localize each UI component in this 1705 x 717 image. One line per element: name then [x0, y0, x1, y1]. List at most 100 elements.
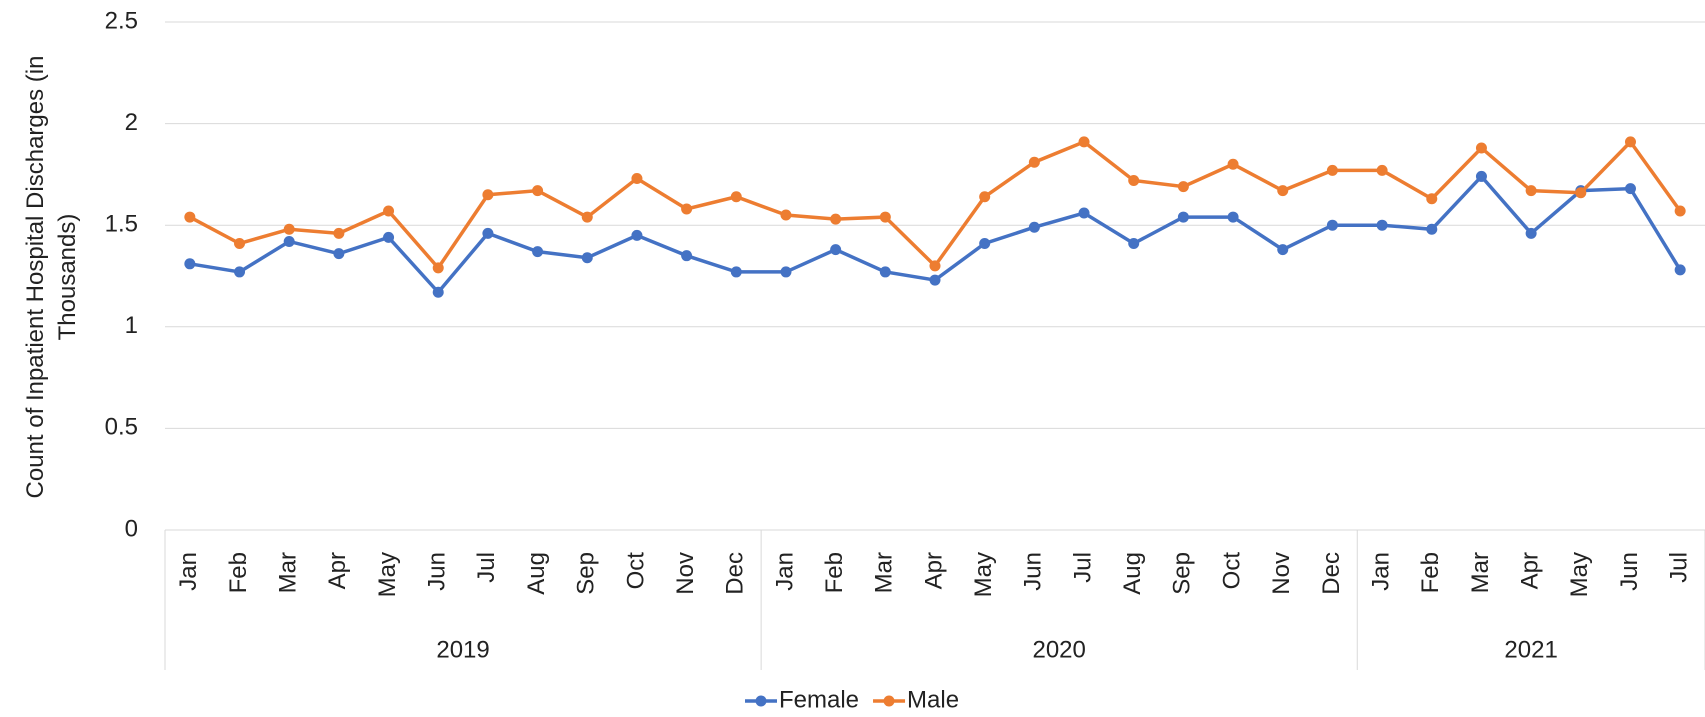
- point: [1277, 185, 1289, 197]
- point: [1277, 244, 1289, 256]
- point: [432, 286, 444, 298]
- point: [1674, 205, 1686, 217]
- y-axis-title: Count of Inpatient Hospital Discharges (…: [22, 55, 81, 499]
- x-tick-label: Jan: [175, 552, 202, 591]
- x-tick-label: Sep: [1169, 552, 1196, 595]
- point: [283, 223, 295, 235]
- group-label: 2020: [1032, 636, 1085, 663]
- point: [830, 244, 842, 256]
- point: [1525, 227, 1537, 239]
- x-tick-label: Aug: [1119, 552, 1146, 595]
- x-tick-label: Oct: [1218, 552, 1245, 590]
- y-tick-label: 1: [125, 312, 138, 339]
- x-tick-label: May: [1566, 552, 1593, 597]
- x-tick-label: Jun: [424, 552, 451, 591]
- x-tick-label: Jul: [1666, 552, 1693, 583]
- point: [1078, 207, 1090, 219]
- y-tick-label: 0.5: [105, 414, 138, 441]
- point: [283, 235, 295, 247]
- point: [1624, 183, 1636, 195]
- point: [383, 205, 395, 217]
- point: [1177, 181, 1189, 193]
- x-tick-label: Dec: [1318, 552, 1345, 595]
- point: [681, 250, 693, 262]
- point: [1128, 174, 1140, 186]
- x-tick-label: Jun: [1020, 552, 1047, 591]
- point: [383, 231, 395, 243]
- point: [1674, 264, 1686, 276]
- point: [581, 211, 593, 223]
- x-tick-label: Mar: [871, 552, 898, 593]
- x-tick-label: Nov: [1268, 552, 1295, 595]
- x-tick-label: Apr: [1516, 552, 1543, 589]
- x-tick-label: Mar: [1467, 552, 1494, 593]
- y-tick-label: 1.5: [105, 211, 138, 238]
- x-tick-label: Jul: [1069, 552, 1096, 583]
- point: [1227, 158, 1239, 170]
- point: [532, 185, 544, 197]
- point: [780, 266, 792, 278]
- point: [1426, 223, 1438, 235]
- y-tick-label: 0: [125, 515, 138, 542]
- point: [234, 266, 246, 278]
- legend-label: Male: [907, 686, 959, 713]
- x-tick-label: Sep: [573, 552, 600, 595]
- x-tick-label: Feb: [1417, 552, 1444, 593]
- x-tick-label: Mar: [275, 552, 302, 593]
- point: [184, 211, 196, 223]
- x-tick-label: Jan: [771, 552, 798, 591]
- point: [1128, 237, 1140, 249]
- x-tick-label: Apr: [324, 552, 351, 589]
- point: [532, 246, 544, 258]
- point: [333, 248, 345, 260]
- x-tick-label: Apr: [920, 552, 947, 589]
- point: [1326, 164, 1338, 176]
- group-label: 2019: [436, 636, 489, 663]
- point: [1326, 219, 1338, 231]
- point: [581, 252, 593, 264]
- point: [929, 274, 941, 286]
- point: [730, 191, 742, 203]
- point: [482, 189, 494, 201]
- point: [631, 229, 643, 241]
- x-tick-label: Oct: [622, 552, 649, 590]
- x-tick-label: May: [970, 552, 997, 597]
- group-label: 2021: [1504, 636, 1557, 663]
- x-tick-label: Feb: [225, 552, 252, 593]
- point: [184, 258, 196, 270]
- point: [979, 237, 991, 249]
- point: [1028, 156, 1040, 168]
- y-tick-label: 2.5: [105, 7, 138, 34]
- x-tick-label: May: [374, 552, 401, 597]
- point: [234, 237, 246, 249]
- point: [1376, 164, 1388, 176]
- point: [1426, 193, 1438, 205]
- point: [879, 266, 891, 278]
- point: [1376, 219, 1388, 231]
- point: [1525, 185, 1537, 197]
- point: [1227, 211, 1239, 223]
- point: [432, 262, 444, 274]
- x-tick-label: Feb: [821, 552, 848, 593]
- y-tick-label: 2: [125, 109, 138, 136]
- point: [979, 191, 991, 203]
- point: [879, 211, 891, 223]
- point: [1624, 136, 1636, 148]
- point: [681, 203, 693, 215]
- point: [929, 260, 941, 272]
- x-tick-label: Dec: [722, 552, 749, 595]
- x-tick-label: Jul: [473, 552, 500, 583]
- point: [730, 266, 742, 278]
- point: [830, 213, 842, 225]
- point: [1475, 142, 1487, 154]
- legend-marker: [755, 695, 767, 707]
- point: [631, 172, 643, 184]
- x-tick-label: Jun: [1616, 552, 1643, 591]
- point: [1575, 187, 1587, 199]
- point: [1028, 221, 1040, 233]
- point: [333, 227, 345, 239]
- point: [1475, 170, 1487, 182]
- point: [1078, 136, 1090, 148]
